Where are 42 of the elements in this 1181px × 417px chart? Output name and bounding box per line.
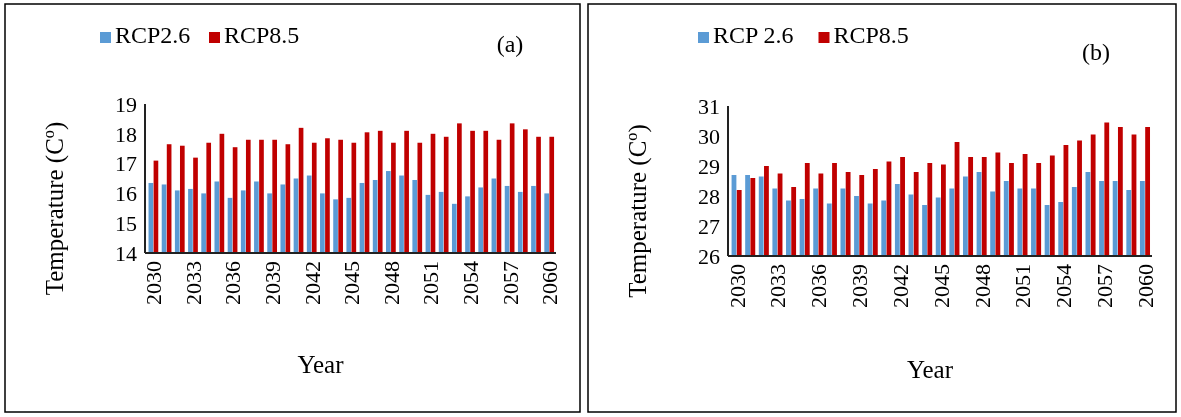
x-tick-label: 2030 <box>724 264 750 308</box>
x-tick-label: 2057 <box>1092 264 1118 308</box>
legend-label: RCP2.6 <box>115 22 191 48</box>
legend-label: RCP8.5 <box>224 22 300 48</box>
y-tick-label: 26 <box>698 243 720 269</box>
x-tick-label: 2045 <box>928 264 954 308</box>
x-tick-label: 2039 <box>260 261 286 305</box>
x-tick-label: 2054 <box>1051 264 1077 308</box>
legend-label: RCP8.5 <box>833 22 909 48</box>
x-tick-label: 2051 <box>418 261 444 305</box>
y-tick-label: 28 <box>698 183 720 209</box>
x-tick-label: 2045 <box>339 261 365 305</box>
x-tick-label: 2048 <box>969 264 995 308</box>
x-tick-label: 2051 <box>1010 264 1036 308</box>
x-tick-label: 2042 <box>887 264 913 308</box>
x-tick-label: 2033 <box>180 261 206 305</box>
y-tick-label: 19 <box>115 91 137 117</box>
legend-label: RCP 2.6 <box>713 22 794 48</box>
x-tick-label: 2048 <box>378 261 404 305</box>
x-tick-label: 2054 <box>457 261 483 305</box>
x-tick-label: 2057 <box>497 261 523 305</box>
x-tick-label: 2060 <box>1132 264 1158 308</box>
y-tick-label: 16 <box>115 181 137 207</box>
y-tick-label: 30 <box>698 123 720 149</box>
x-tick-label: 2030 <box>141 261 167 305</box>
x-axis-title: Year <box>906 356 954 383</box>
y-tick-label: 17 <box>115 151 137 177</box>
y-tick-label: 15 <box>115 210 137 236</box>
y-tick-label: 31 <box>698 93 720 119</box>
y-tick-label: 18 <box>115 121 137 147</box>
x-tick-label: 2060 <box>537 261 563 305</box>
x-tick-label: 2036 <box>220 261 246 305</box>
x-tick-label: 2036 <box>806 264 832 308</box>
text: (b) <box>1082 39 1110 65</box>
text: (a) <box>496 31 524 57</box>
x-tick-label: 2033 <box>765 264 791 308</box>
x-axis-title: Year <box>297 351 345 378</box>
x-tick-label: 2042 <box>299 261 325 305</box>
y-tick-label: 27 <box>698 213 720 239</box>
x-tick-label: 2039 <box>847 264 873 308</box>
y-tick-label: 29 <box>698 153 720 179</box>
y-tick-label: 14 <box>115 240 137 266</box>
